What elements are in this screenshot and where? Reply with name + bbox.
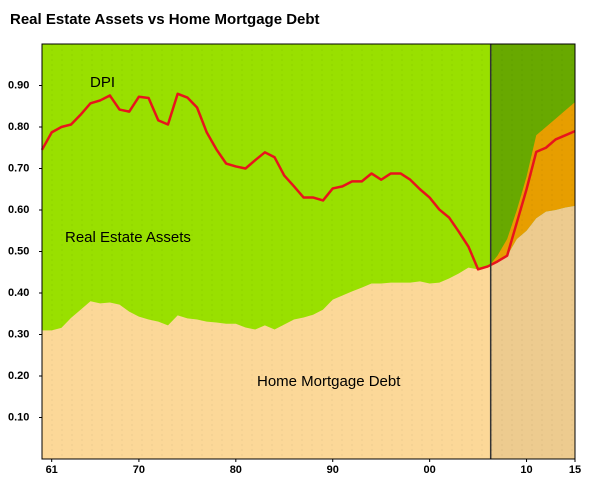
mortgage-label: Home Mortgage Debt	[257, 373, 401, 390]
x-tick-label: 70	[133, 464, 145, 476]
x-tick-label: 00	[424, 464, 436, 476]
x-tick-label: 15	[569, 464, 581, 476]
dpi-line	[40, 92, 576, 271]
y-tick-label: 0.40	[8, 287, 29, 299]
y-tick-label: 0.70	[8, 162, 29, 174]
y-tick-label: 0.10	[8, 411, 29, 423]
y-tick-label: 0.30	[8, 328, 29, 340]
y-tick-label: 0.80	[8, 121, 29, 133]
chart-title: Real Estate Assets vs Home Mortgage Debt	[10, 11, 320, 28]
x-tick-label: 80	[230, 464, 242, 476]
y-tick-label: 0.50	[8, 245, 29, 257]
x-tick-label: 10	[520, 464, 532, 476]
forecast-overlay	[490, 44, 575, 459]
y-tick-label: 0.60	[8, 204, 29, 216]
x-tick-label: 90	[327, 464, 339, 476]
y-tick-label: 0.20	[8, 370, 29, 382]
mortgage-area	[42, 205, 575, 459]
x-tick-label: 61	[46, 464, 58, 476]
projection-band	[487, 102, 575, 268]
real-estate-label: Real Estate Assets	[65, 229, 191, 246]
dpi-label: DPI	[90, 74, 115, 91]
y-tick-label: 0.90	[8, 79, 29, 91]
